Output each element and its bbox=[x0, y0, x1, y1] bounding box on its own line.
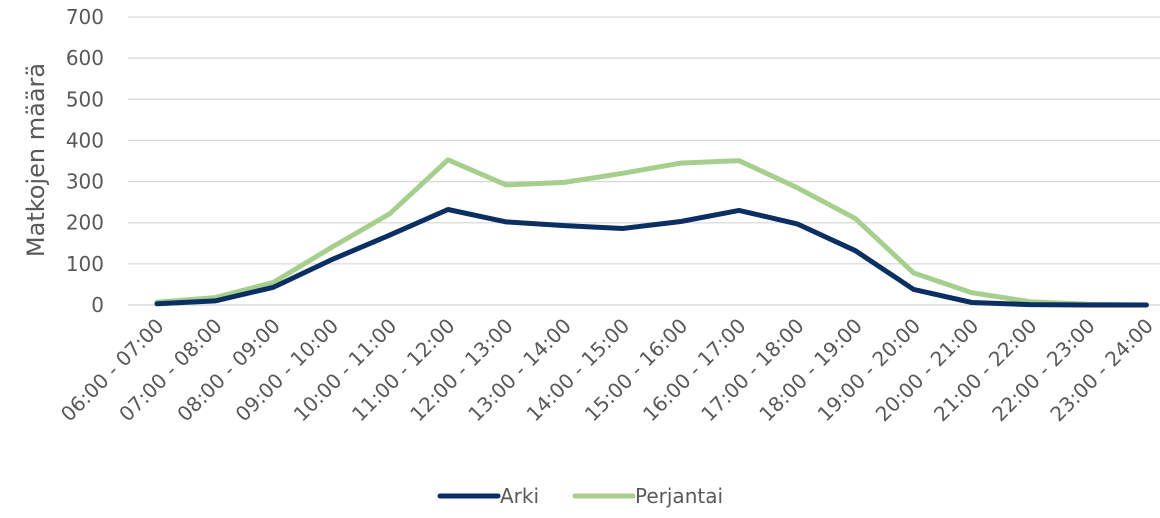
legend-label: Perjantai bbox=[635, 484, 723, 508]
series-line-perjantai bbox=[154, 157, 1149, 308]
x-tick-label: 11:00 - 12:00 bbox=[347, 314, 460, 427]
x-tick-label: 14:00 - 15:00 bbox=[522, 314, 635, 427]
x-tick-label: 23:00 - 24:00 bbox=[1045, 314, 1158, 427]
y-tick-label: 100 bbox=[66, 252, 104, 276]
legend: Arki Perjantai bbox=[437, 484, 723, 508]
y-tick-label: 300 bbox=[66, 170, 104, 194]
series-lines bbox=[154, 157, 1149, 308]
x-tick-label: 21:00 - 22:00 bbox=[929, 314, 1042, 427]
y-tick-label: 200 bbox=[66, 211, 104, 235]
x-tick-label: 22:00 - 23:00 bbox=[987, 314, 1100, 427]
gridlines bbox=[128, 16, 1160, 265]
x-tick-label: 17:00 - 18:00 bbox=[696, 314, 809, 427]
x-tick-label: 06:00 - 07:00 bbox=[56, 314, 169, 427]
x-tick-label: 08:00 - 09:00 bbox=[172, 314, 285, 427]
x-tick-label: 12:00 - 13:00 bbox=[405, 314, 518, 427]
x-tick-label: 10:00 - 11:00 bbox=[289, 314, 402, 427]
x-tick-label: 09:00 - 10:00 bbox=[231, 314, 344, 427]
y-tick-label: 700 bbox=[66, 5, 104, 29]
x-tick-label: 07:00 - 08:00 bbox=[114, 314, 227, 427]
y-tick-label: 0 bbox=[91, 293, 104, 317]
y-tick-label: 400 bbox=[66, 128, 104, 152]
x-tick-label: 16:00 - 17:00 bbox=[638, 314, 751, 427]
y-axis-ticks: 0 100 200 300 400 500 600 700 bbox=[66, 5, 104, 317]
x-tick-label: 20:00 - 21:00 bbox=[871, 314, 984, 427]
series-line-arki bbox=[154, 207, 1149, 308]
y-tick-label: 500 bbox=[66, 87, 104, 111]
x-tick-label: 13:00 - 14:00 bbox=[463, 314, 576, 427]
legend-label: Arki bbox=[500, 484, 539, 508]
y-axis-label: Matkojen määrä bbox=[22, 63, 50, 257]
x-tick-label: 18:00 - 19:00 bbox=[754, 314, 867, 427]
x-tick-label: 19:00 - 20:00 bbox=[813, 314, 926, 427]
x-tick-label: 15:00 - 16:00 bbox=[580, 314, 693, 427]
y-tick-label: 600 bbox=[66, 46, 104, 70]
